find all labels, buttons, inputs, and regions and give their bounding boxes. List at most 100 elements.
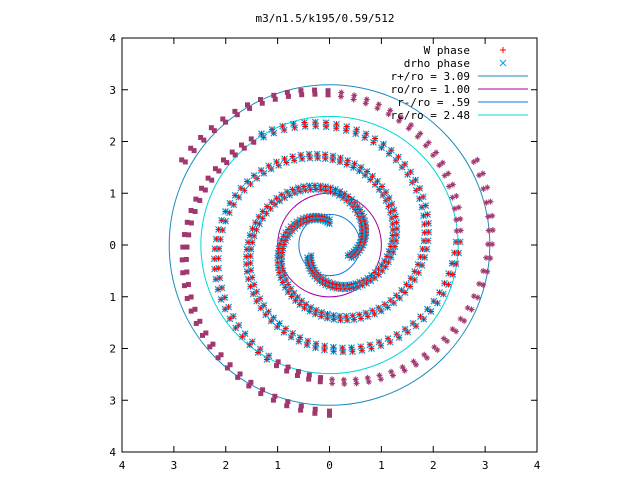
extra-star-point	[449, 181, 456, 188]
w-phase-point	[222, 218, 229, 225]
extra-star-point	[485, 241, 492, 248]
w-phase-point	[268, 318, 275, 325]
w-phase-point	[455, 250, 462, 257]
extra-star-point	[408, 121, 415, 128]
w-phase-point	[252, 219, 259, 226]
extra-star-point	[441, 172, 448, 179]
w-phase-point	[415, 269, 422, 276]
x-tick-label: 3	[171, 459, 178, 472]
w-phase-point	[425, 229, 432, 236]
extra-square-point	[202, 187, 208, 193]
extra-star-point	[480, 268, 487, 275]
extra-square-point	[325, 92, 331, 98]
y-tick-label: 2	[109, 136, 116, 149]
w-phase-point	[353, 126, 360, 133]
w-phase-point	[396, 334, 403, 341]
w-phase-point	[215, 226, 222, 233]
extra-star-point	[430, 152, 437, 159]
extra-square-point	[237, 371, 243, 377]
w-phase-point	[300, 183, 307, 190]
extra-square-point	[295, 368, 301, 374]
extra-square-point	[312, 410, 318, 416]
extra-square-point	[327, 412, 332, 418]
w-phase-point	[329, 284, 336, 291]
w-phase-point	[249, 225, 256, 232]
w-phase-point	[393, 219, 400, 226]
reference-circles	[168, 84, 491, 406]
w-phase-point	[358, 164, 365, 171]
w-phase-point	[386, 195, 393, 202]
extra-square-point	[188, 207, 194, 213]
w-phase-point	[295, 338, 302, 345]
extra-square-point	[199, 332, 205, 338]
w-phase-point	[289, 153, 296, 160]
w-phase-point	[271, 201, 278, 208]
w-phase-point	[278, 191, 285, 198]
extra-square-point	[180, 270, 186, 276]
w-phase-point	[393, 231, 400, 238]
y-axis-ticks: 4 3 2 1 0 1 2 3 4	[109, 32, 537, 459]
extra-star-point	[436, 162, 443, 169]
w-phase-point	[388, 201, 395, 208]
extra-star-point	[453, 328, 460, 335]
extra-square-point	[209, 177, 215, 183]
extra-star-point	[480, 281, 487, 288]
w-phase-point	[301, 305, 308, 312]
extra-square-point	[215, 355, 221, 361]
w-phase-point	[412, 176, 419, 183]
w-phase-point	[237, 185, 244, 192]
w-phase-point	[289, 186, 296, 193]
w-phase-point	[313, 307, 320, 314]
legend-plus-swatch	[500, 47, 506, 53]
extra-star-point	[350, 96, 357, 103]
w-phase-point	[339, 344, 346, 351]
extra-square-point	[327, 408, 332, 414]
w-phase-point	[413, 323, 420, 330]
extra-star-point	[365, 378, 372, 385]
w-phase-point	[407, 168, 414, 175]
extra-square-point	[306, 376, 312, 382]
extra-star-point	[485, 213, 492, 220]
x-tick-label: 3	[482, 459, 489, 472]
w-phase-point	[314, 151, 321, 158]
w-phase-point	[253, 226, 260, 233]
y-tick-label: 0	[109, 239, 116, 252]
w-phase-point	[254, 349, 261, 356]
w-phase-point	[378, 308, 385, 315]
extra-square-point	[271, 92, 277, 98]
w-phase-point	[332, 281, 339, 288]
extra-square-point	[299, 92, 305, 98]
w-phase-point	[284, 188, 291, 195]
extra-square-point	[182, 159, 188, 165]
w-phase-point	[247, 232, 254, 239]
w-phase-point	[303, 341, 310, 348]
chart-title: m3/n1.5/k195/0.59/512	[255, 12, 394, 25]
w-phase-point	[396, 295, 403, 302]
w-phase-point	[364, 168, 371, 175]
extra-square-point	[199, 185, 205, 191]
w-phase-point	[322, 151, 329, 158]
w-phase-point	[285, 289, 292, 296]
extra-star-point	[425, 139, 432, 146]
w-phase-point	[318, 313, 325, 320]
w-phase-point	[262, 311, 269, 318]
y-tick-label: 3	[109, 84, 116, 97]
w-phase-point	[343, 123, 350, 130]
extra-square-point	[234, 112, 240, 118]
extra-square-point	[284, 368, 290, 374]
extra-star-point	[410, 358, 417, 365]
w-phase-point	[268, 199, 275, 206]
extra-square-point	[183, 256, 189, 262]
w-phase-point	[219, 227, 226, 234]
extra-star-point	[457, 227, 464, 234]
extra-square-point	[188, 145, 194, 151]
w-phase-point	[392, 213, 399, 220]
extra-square-point	[294, 373, 300, 379]
w-phase-point	[274, 259, 281, 266]
w-phase-point	[265, 162, 272, 169]
extra-star-point	[476, 280, 483, 287]
w-phase-point	[401, 161, 408, 168]
w-phase-point	[339, 348, 346, 355]
w-phase-point	[389, 232, 396, 239]
